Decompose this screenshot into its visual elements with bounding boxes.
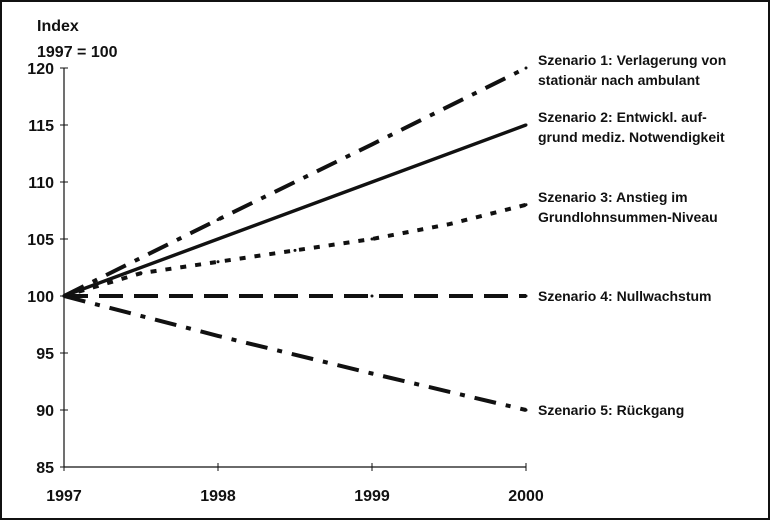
y-axis-label-line1: Index <box>37 18 79 35</box>
x-tick-label: 1997 <box>46 488 82 505</box>
y-axis-label-line2: 1997 = 100 <box>37 44 118 61</box>
legend-label-szenario-1: Szenario 1: Verlagerung von <box>538 52 726 68</box>
legend-label-szenario-4: Szenario 4: Nullwachstum <box>538 288 711 304</box>
data-point-szenario-4 <box>524 294 528 298</box>
legend-label-szenario-3: Szenario 3: Anstieg im <box>538 189 688 205</box>
data-point-szenario-4 <box>216 294 220 298</box>
legend-label-szenario-1: stationär nach ambulant <box>538 72 700 88</box>
series-line-szenario-5 <box>63 294 527 412</box>
y-tick-label: 105 <box>27 232 54 249</box>
data-point-szenario-2 <box>370 180 374 184</box>
x-tick-label: 1998 <box>200 488 236 505</box>
legend-label-szenario-2: Szenario 2: Entwickl. auf- <box>538 109 707 125</box>
data-point-szenario-1 <box>524 66 528 70</box>
y-tick-label: 90 <box>36 403 54 420</box>
legend-label-szenario-2: grund mediz. Notwendigkeit <box>538 129 725 145</box>
legend-label-szenario-5: Szenario 5: Rückgang <box>538 402 684 418</box>
data-point-szenario-5 <box>216 334 220 338</box>
data-point-szenario-3 <box>447 222 451 226</box>
data-point-szenario-2 <box>524 123 528 127</box>
y-tick-label: 110 <box>28 175 54 192</box>
data-point-szenario-3 <box>139 271 143 275</box>
y-tick-label: 100 <box>27 289 54 306</box>
y-tick-label: 85 <box>36 460 54 477</box>
data-point-szenario-3 <box>216 260 220 264</box>
y-tick-label: 120 <box>27 61 54 78</box>
series-line-szenario-1 <box>63 66 527 298</box>
legend-label-szenario-3: Grundlohnsummen-Niveau <box>538 209 718 225</box>
data-point-szenario-2 <box>216 237 220 241</box>
data-point-szenario-3 <box>293 248 297 252</box>
x-tick-label: 1999 <box>354 488 390 505</box>
data-point-szenario-1 <box>216 218 220 222</box>
data-point-szenario-5 <box>524 408 528 412</box>
data-point-szenario-4 <box>370 294 374 298</box>
data-point-szenario-5 <box>370 372 374 375</box>
data-point-szenario-1 <box>370 142 374 146</box>
data-point-szenario-5 <box>62 294 66 298</box>
data-point-szenario-3 <box>524 203 528 207</box>
y-tick-label: 115 <box>28 118 54 135</box>
x-tick-label: 2000 <box>508 488 544 505</box>
series-line-szenario-2 <box>63 123 527 298</box>
y-tick-label: 95 <box>36 346 54 363</box>
data-point-szenario-3 <box>370 237 374 241</box>
